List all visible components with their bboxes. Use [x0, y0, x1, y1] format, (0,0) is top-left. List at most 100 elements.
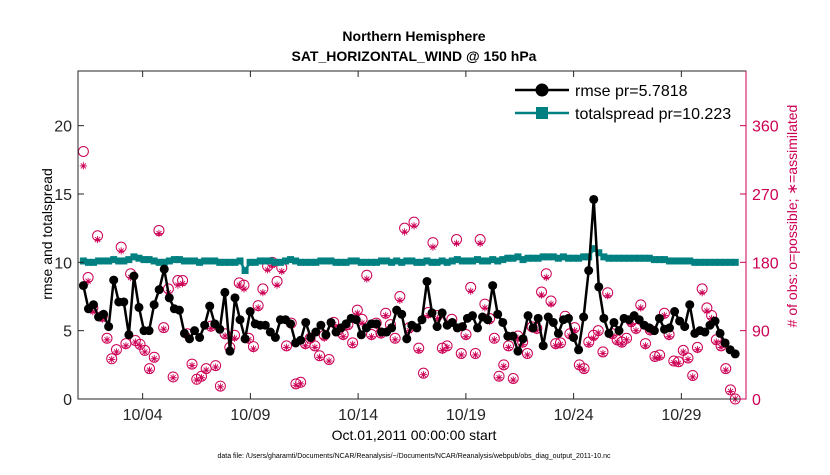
obs-assimilated-marker	[585, 340, 593, 348]
rmse-point	[523, 311, 533, 321]
obs-assimilated-marker	[216, 383, 224, 391]
obs-assimilated-marker	[259, 289, 267, 297]
obs-assimilated-marker	[552, 342, 560, 350]
obs-assimilated-marker	[438, 346, 446, 355]
rmse-point	[513, 346, 523, 356]
rmse-point	[154, 285, 164, 295]
totalspread-point	[489, 256, 497, 264]
obs-assimilated-marker	[670, 358, 678, 367]
totalspread-point	[433, 258, 441, 266]
totalspread-point	[120, 257, 128, 265]
totalspread-point	[337, 258, 345, 266]
totalspread-point	[676, 257, 684, 265]
rmse-point	[548, 317, 558, 327]
totalspread-point	[721, 258, 729, 266]
obs-assimilated-marker	[452, 239, 461, 247]
totalspread-point	[115, 257, 123, 265]
obs-assimilated-marker	[202, 366, 210, 374]
obs-assimilated-marker	[160, 325, 168, 333]
obs-assimilated-marker	[490, 336, 498, 344]
totalspread-point	[534, 254, 542, 262]
rmse-point	[715, 328, 725, 338]
totalspread-point	[418, 258, 426, 266]
totalspread-point	[196, 258, 204, 266]
totalspread-point	[554, 254, 562, 262]
rmse-point	[119, 297, 129, 307]
totalspread-point	[615, 254, 623, 262]
totalspread-point	[100, 257, 108, 265]
obs-assimilated-marker	[131, 338, 139, 346]
totalspread-point	[357, 258, 365, 266]
y2-tick-label: 270	[752, 187, 779, 204]
x-tick-label: 10/04	[123, 407, 163, 424]
obs-assimilated-marker	[363, 275, 371, 283]
totalspread-point	[696, 258, 704, 266]
obs-assimilated-marker	[547, 300, 555, 308]
legend-label: rmse pr=5.7818	[575, 83, 688, 100]
obs-assimilated-marker	[604, 292, 612, 300]
rmse-point	[215, 324, 225, 334]
y2-tick-label: 180	[752, 255, 779, 272]
totalspread-point	[539, 253, 547, 261]
rmse-point	[457, 322, 467, 332]
totalspread-point	[474, 256, 482, 264]
rmse-point	[205, 301, 215, 311]
totalspread-point	[226, 258, 234, 266]
totalspread-point	[691, 258, 699, 266]
rmse-point	[200, 320, 210, 330]
obs-assimilated-marker	[254, 304, 262, 312]
obs-assimilated-marker	[462, 333, 470, 341]
obs-assimilated-marker	[103, 336, 111, 344]
totalspread-point	[716, 258, 724, 266]
totalspread-point	[559, 253, 567, 261]
totalspread-point	[494, 257, 502, 265]
totalspread-point	[428, 258, 436, 266]
totalspread-point	[266, 257, 274, 265]
obs-assimilated-marker	[443, 343, 451, 351]
totalspread-point	[635, 254, 643, 262]
obs-assimilated-marker	[429, 243, 437, 251]
obs-assimilated-marker	[122, 342, 130, 350]
rmse-point	[124, 330, 134, 340]
rmse-point	[351, 315, 361, 325]
obs-assimilated-marker	[188, 361, 196, 370]
rmse-point	[195, 333, 205, 342]
obs-assimilated-marker	[589, 334, 598, 342]
obs-assimilated-marker	[112, 348, 121, 356]
rmse-point	[356, 330, 366, 340]
obs-assimilated-marker	[533, 327, 541, 335]
obs-assimilated-marker	[339, 333, 347, 341]
totalspread-point	[701, 258, 709, 266]
y-tick-label: 20	[54, 119, 72, 136]
rmse-point	[78, 281, 88, 291]
totalspread-point	[170, 256, 178, 264]
totalspread-point	[251, 258, 259, 266]
obs-assimilated-marker	[481, 304, 489, 312]
obs-assimilated-marker	[618, 340, 626, 348]
obs-assimilated-marker	[575, 362, 583, 370]
rmse-point	[720, 338, 730, 348]
rmse-point	[402, 334, 412, 344]
rmse-point	[670, 307, 680, 317]
rmse-point	[654, 313, 664, 323]
totalspread-point	[231, 258, 239, 266]
totalspread-point	[388, 258, 396, 266]
totalspread-point	[620, 254, 628, 262]
totalspread-point	[706, 258, 714, 266]
obs-assimilated-marker	[722, 366, 730, 374]
totalspread-point	[504, 254, 512, 262]
totalspread-point	[423, 257, 431, 265]
rmse-point	[730, 349, 740, 359]
totalspread-point	[529, 254, 537, 262]
totalspread-point	[140, 256, 148, 264]
totalspread-point	[484, 257, 492, 265]
obs-assimilated-marker	[656, 353, 664, 361]
obs-assimilated-marker	[693, 346, 702, 354]
totalspread-point	[686, 257, 694, 265]
totalspread-point	[130, 253, 138, 261]
totalspread-point	[175, 256, 183, 264]
obs-assimilated-marker	[282, 343, 291, 351]
rmse-point	[296, 335, 306, 345]
rmse-point	[270, 333, 280, 342]
obs-assimilated-marker	[651, 354, 659, 362]
